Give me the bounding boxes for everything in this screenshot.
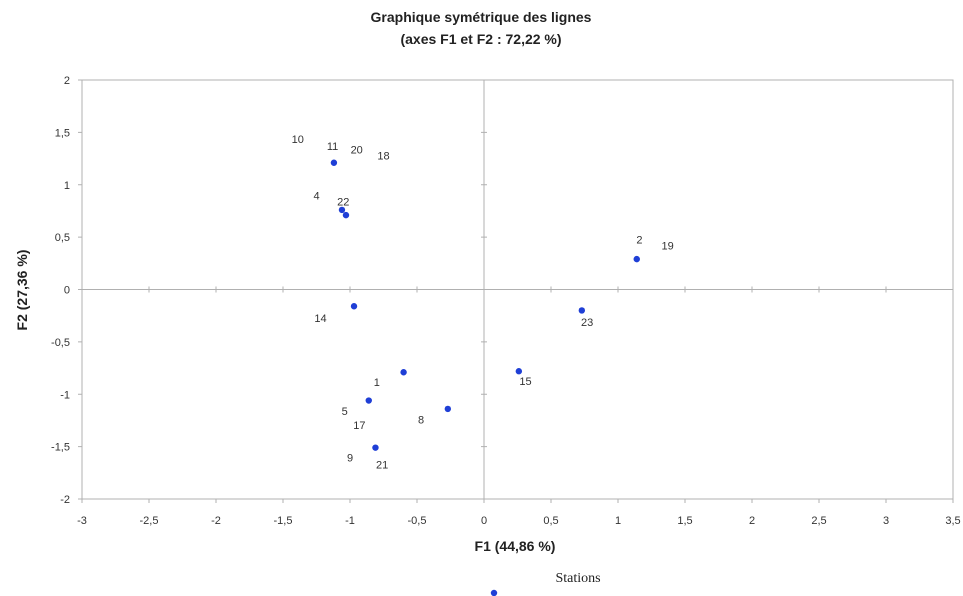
y-tick-label: 0: [64, 285, 70, 297]
x-axis-title: F1 (44,86 %): [475, 538, 556, 554]
x-axis-ticks: -3 -2,5 -2 -1,5 -1 -0,5 0 0,5 1 1,5 2 2,5 3 3,5: [77, 286, 961, 527]
x-tick-label: 2,5: [811, 515, 826, 527]
y-tick-label: -1,5: [51, 442, 70, 454]
data-point: [365, 397, 372, 404]
data-point: [578, 307, 586, 314]
point-label: 11: [327, 141, 338, 153]
point-label: 5: [342, 406, 348, 418]
point-label: 2: [636, 234, 642, 246]
x-tick-label: 2: [749, 515, 755, 527]
point-label: 18: [377, 151, 389, 163]
point-label: 15: [519, 376, 531, 388]
y-tick-label: -0,5: [51, 337, 70, 349]
data-point: [515, 368, 523, 375]
zero-axes: [82, 80, 953, 499]
x-tick-label: 0: [481, 515, 487, 527]
y-tick-label: 2: [64, 75, 70, 87]
data-point: [338, 206, 346, 214]
chart-title-line: (axes F1 et F2 : 72,22 %): [400, 31, 561, 47]
y-axis-title: F2 (27,36 %): [14, 250, 30, 331]
data-point: [400, 369, 407, 376]
x-tick-label: 1: [615, 515, 621, 527]
y-tick-label: 1: [64, 180, 70, 192]
point-label: 19: [661, 241, 673, 253]
x-tick-label: -1,5: [274, 515, 293, 527]
y-tick-label: 1,5: [55, 127, 70, 139]
data-points: [330, 159, 640, 451]
legend: Stations: [490, 571, 601, 596]
point-label: 4: [313, 190, 319, 202]
x-tick-label: 3: [883, 515, 889, 527]
point-label: 14: [314, 313, 326, 325]
data-point: [330, 159, 338, 166]
legend-label: Stations: [555, 571, 600, 586]
point-label: 22: [337, 197, 349, 209]
chart-title-line: Graphique symétrique des lignes: [371, 9, 592, 25]
point-label: 1: [374, 377, 380, 389]
x-tick-label: 3,5: [945, 515, 960, 527]
x-tick-label: 1,5: [677, 515, 692, 527]
x-tick-label: -2: [211, 515, 221, 527]
x-tick-label: 0,5: [543, 515, 558, 527]
x-tick-label: -2,5: [140, 515, 159, 527]
chart-title: Graphique symétrique des lignes (axes F1 …: [371, 9, 592, 47]
x-tick-label: -3: [77, 515, 87, 527]
y-tick-label: -2: [60, 494, 70, 506]
point-label: 9: [347, 452, 353, 464]
y-tick-label: -1: [60, 389, 70, 401]
data-point: [372, 444, 379, 451]
data-point: [444, 405, 452, 413]
point-label: 23: [581, 317, 593, 329]
point-label: 21: [376, 460, 388, 472]
data-point: [633, 255, 640, 263]
x-tick-label: -1: [345, 515, 355, 527]
point-label: 10: [292, 134, 304, 146]
point-label: 8: [418, 415, 424, 427]
point-label: 20: [351, 144, 363, 156]
y-tick-label: 0,5: [55, 232, 70, 244]
data-point: [350, 303, 358, 310]
point-label: 17: [353, 420, 365, 432]
data-point: [342, 211, 350, 219]
legend-marker: [490, 589, 498, 596]
y-axis-ticks: 2 1,5 1 0,5 0 -0,5 -1 -1,5 -2: [51, 75, 487, 506]
x-tick-label: -0,5: [408, 515, 427, 527]
